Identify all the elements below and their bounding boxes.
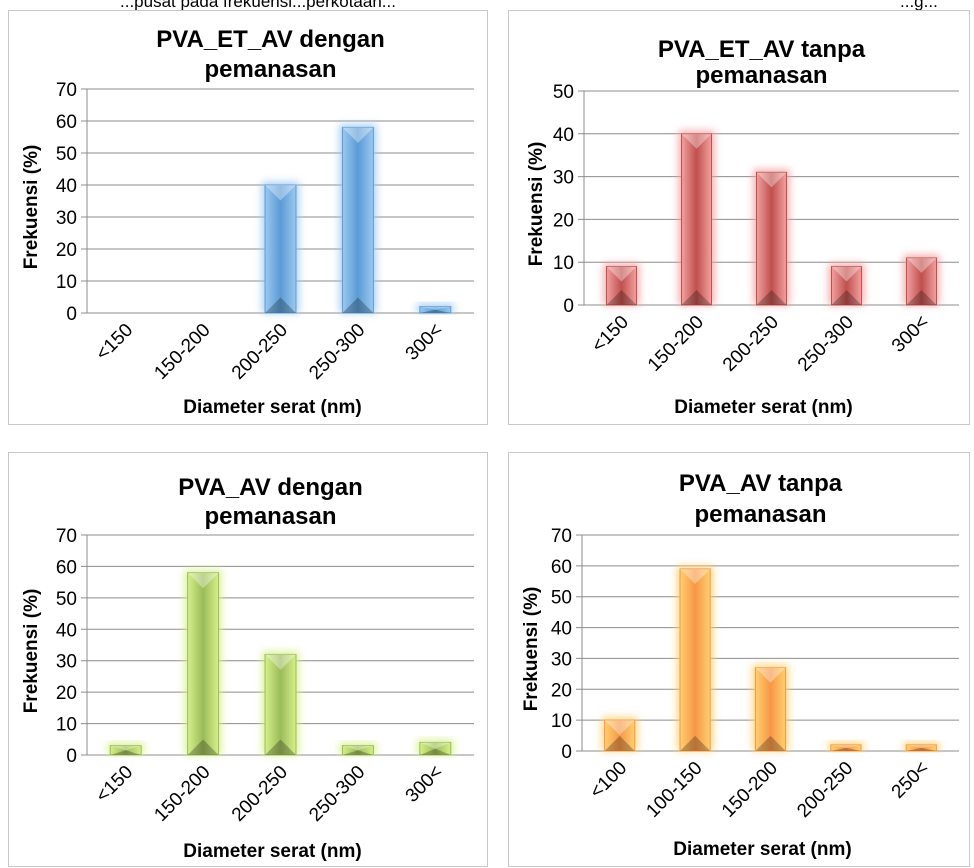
x-tick-label: 250< bbox=[888, 758, 933, 803]
x-tick-label: 300< bbox=[402, 320, 447, 365]
x-axis-title: Diameter serat (nm) bbox=[183, 841, 361, 862]
y-tick-label: 20 bbox=[56, 240, 77, 261]
x-tick-label: 300< bbox=[402, 762, 447, 807]
x-tick-label: 200-250 bbox=[228, 762, 292, 826]
y-axis-title: Frekuensi (%) bbox=[21, 145, 42, 270]
y-tick-label: 40 bbox=[551, 619, 572, 640]
x-tick-label: 150-200 bbox=[718, 758, 782, 822]
bar bbox=[903, 741, 940, 752]
y-tick-label: 70 bbox=[56, 526, 77, 547]
y-tick-label: 0 bbox=[66, 746, 77, 767]
y-tick-label: 10 bbox=[56, 715, 77, 736]
y-tick-label: 40 bbox=[553, 125, 574, 146]
chart-svg: PVA_ET_AV dengan pemanasan 0 10 20 30 40 50 60 70… bbox=[21, 26, 474, 418]
x-tick-label: <150 bbox=[92, 762, 137, 807]
bar bbox=[416, 303, 454, 314]
chart-pva-av-dengan-pemanasan: PVA_AV dengan pemanasan 0 10 20 30 40 50 60 70 <15… bbox=[8, 452, 488, 867]
chart-title-line: PVA_ET_AV dengan bbox=[156, 26, 385, 53]
chart-title-line: PVA_ET_AV tanpa bbox=[658, 36, 866, 63]
y-tick-label: 10 bbox=[551, 711, 572, 732]
y-tick-label: 50 bbox=[56, 589, 77, 610]
y-axis-title: Frekuensi (%) bbox=[526, 142, 547, 267]
x-tick-label: 150-200 bbox=[644, 312, 708, 376]
y-tick-label: 20 bbox=[56, 683, 77, 704]
x-tick-label: 250-300 bbox=[794, 312, 858, 376]
chart-svg: PVA_AV tanpa pemanasan 0 10 20 30 40 50 60 70 <100… bbox=[521, 470, 959, 860]
bar bbox=[339, 742, 377, 756]
clipped-header-text: ...pusat pada frekuensi...perkotaan... .… bbox=[0, 0, 974, 10]
chart-title-line: PVA_AV tanpa bbox=[679, 470, 843, 497]
y-tick-label: 60 bbox=[551, 557, 572, 578]
chart-pva-et-av-dengan-pemanasan: PVA_ET_AV dengan pemanasan 0 10 20 30 40 50 60 70… bbox=[8, 10, 488, 425]
x-tick-label: 250-300 bbox=[305, 320, 369, 384]
y-tick-label: 0 bbox=[561, 742, 572, 763]
y-tick-label: 50 bbox=[551, 588, 572, 609]
x-tick-label: 100-150 bbox=[642, 758, 706, 822]
bar bbox=[903, 254, 940, 306]
bar bbox=[603, 263, 640, 306]
bar bbox=[416, 739, 454, 756]
y-tick-label: 70 bbox=[56, 80, 77, 101]
x-tick-label: 150-200 bbox=[150, 762, 214, 826]
y-tick-label: 30 bbox=[553, 168, 574, 189]
x-tick-label: 200-250 bbox=[793, 758, 857, 822]
clipped-header-text-right: ...g... bbox=[900, 0, 938, 10]
y-tick-label: 0 bbox=[563, 296, 574, 317]
y-tick-label: 40 bbox=[56, 176, 77, 197]
x-tick-label: <150 bbox=[588, 312, 633, 357]
y-tick-label: 60 bbox=[56, 557, 77, 578]
y-tick-label: 30 bbox=[551, 649, 572, 670]
chart-title-line: pemanasan bbox=[204, 56, 336, 83]
chart-title-line: pemanasan bbox=[695, 62, 827, 89]
x-tick-label: 200-250 bbox=[719, 312, 783, 376]
y-tick-label: 30 bbox=[56, 652, 77, 673]
y-tick-label: 10 bbox=[553, 253, 574, 274]
x-tick-label: <100 bbox=[586, 758, 631, 803]
bar bbox=[753, 169, 790, 306]
x-tick-label: 200-250 bbox=[228, 320, 292, 384]
bar bbox=[752, 664, 789, 752]
y-tick-label: 10 bbox=[56, 272, 77, 293]
y-tick-label: 30 bbox=[56, 208, 77, 229]
chart-pva-av-tanpa-pemanasan: PVA_AV tanpa pemanasan 0 10 20 30 40 50 60 70 <100… bbox=[508, 452, 970, 867]
clipped-header-text-left: ...pusat pada frekuensi...perkotaan... bbox=[120, 0, 396, 10]
x-axis-title: Diameter serat (nm) bbox=[673, 839, 851, 860]
x-tick-label: <150 bbox=[92, 320, 137, 365]
y-axis-title: Frekuensi (%) bbox=[521, 587, 542, 712]
y-tick-label: 20 bbox=[551, 680, 572, 701]
y-axis-title: Frekuensi (%) bbox=[21, 589, 42, 714]
bar bbox=[827, 741, 864, 752]
x-axis-title: Diameter serat (nm) bbox=[674, 397, 852, 418]
y-tick-label: 0 bbox=[66, 304, 77, 325]
bar bbox=[184, 569, 222, 756]
chart-title-line: pemanasan bbox=[694, 501, 826, 528]
bar bbox=[262, 651, 299, 756]
bar bbox=[262, 182, 299, 314]
chart-title-line: PVA_AV dengan bbox=[178, 474, 362, 501]
bar bbox=[677, 565, 714, 752]
x-tick-label: 250-300 bbox=[305, 762, 369, 826]
y-tick-label: 50 bbox=[553, 82, 574, 103]
x-tick-label: 300< bbox=[888, 312, 933, 357]
bar bbox=[339, 124, 377, 314]
y-tick-label: 20 bbox=[553, 210, 574, 231]
y-tick-label: 70 bbox=[551, 526, 572, 547]
bar bbox=[601, 717, 638, 752]
y-tick-label: 60 bbox=[56, 112, 77, 133]
bar bbox=[678, 130, 715, 306]
x-axis-title: Diameter serat (nm) bbox=[183, 397, 361, 418]
x-tick-label: 150-200 bbox=[150, 320, 214, 384]
bar bbox=[107, 742, 145, 756]
y-tick-label: 50 bbox=[56, 144, 77, 165]
chart-title-line: pemanasan bbox=[204, 503, 336, 530]
chart-pva-et-av-tanpa-pemanasan: PVA_ET_AV tanpa pemanasan 0 10 20 30 40 50 <150 1… bbox=[508, 10, 970, 425]
bar bbox=[828, 263, 865, 306]
y-tick-label: 40 bbox=[56, 620, 77, 641]
